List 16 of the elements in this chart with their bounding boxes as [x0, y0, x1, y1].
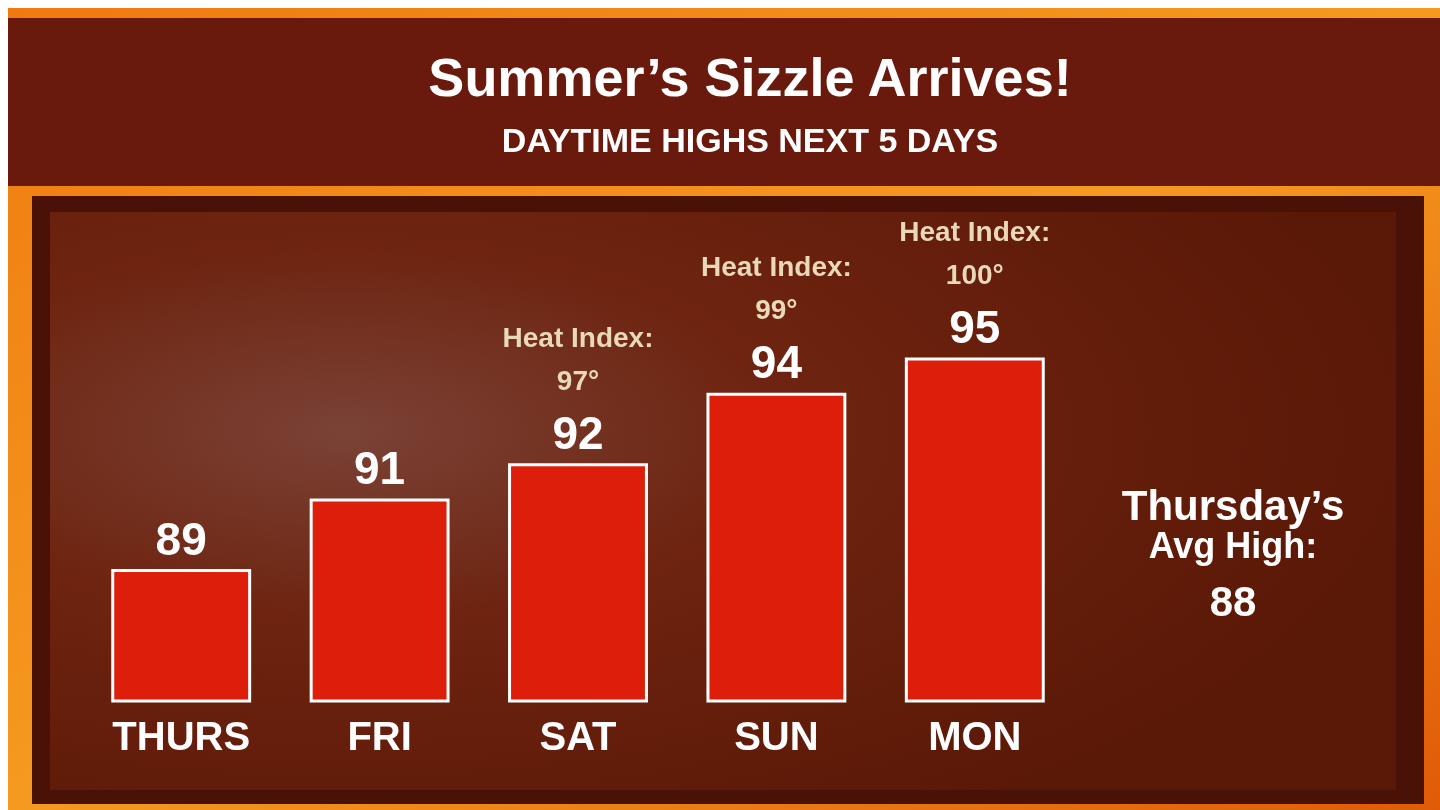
data-label: 91 [354, 442, 406, 495]
text: Thursday’s Avg High: 88 [1121, 482, 1345, 625]
x-tick-label: MON [928, 714, 1022, 758]
data-label: 94 [750, 336, 803, 389]
x-tick-label: THURS [112, 714, 251, 758]
x-tick-label: FRI [347, 714, 412, 758]
annotation: Heat Index: 97° [502, 321, 654, 396]
chart-title: Summer’s Sizzle Arrives! [428, 47, 1072, 107]
data-label: 92 [552, 406, 604, 459]
x-tick-label: SAT [539, 714, 617, 758]
chart-subtitle: DAYTIME HIGHS NEXT 5 DAYS [501, 121, 999, 159]
data-label: 89 [155, 512, 207, 565]
x-tick-label: SUN [734, 714, 819, 758]
data-label: 95 [949, 301, 1001, 353]
text: Heat Index: 99° [700, 251, 852, 326]
text: Heat Index: 100° [899, 216, 1051, 290]
